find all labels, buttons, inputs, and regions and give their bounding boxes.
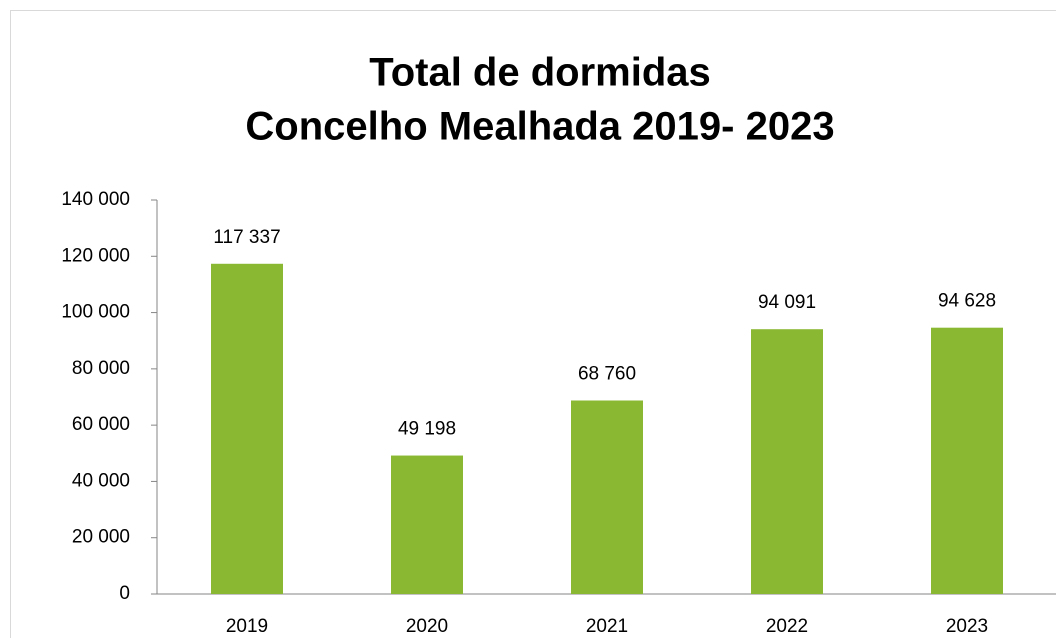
x-tick-label: 2022 [766,616,808,637]
x-tick-label: 2020 [406,616,448,637]
bar [571,400,643,594]
data-label: 49 198 [398,419,456,440]
x-tick-label: 2023 [946,616,988,637]
bar [391,455,463,594]
y-tick-label: 120 000 [61,245,130,266]
y-tick-label: 0 [119,583,130,604]
y-tick-label: 100 000 [61,302,130,323]
y-tick-label: 140 000 [61,189,130,210]
bar [211,263,283,594]
x-tick-label: 2021 [586,616,628,637]
data-label: 68 760 [578,364,636,385]
data-label: 94 091 [758,292,816,313]
chart-border [10,10,1056,638]
y-tick-label: 60 000 [72,414,130,435]
chart-title: Total de dormidas [369,51,711,95]
x-tick-label: 2019 [226,616,268,637]
y-tick-label: 80 000 [72,358,130,379]
y-tick-label: 20 000 [72,527,130,548]
data-label: 94 628 [938,291,996,312]
y-tick-label: 40 000 [72,470,130,491]
chart-title: Concelho Mealhada 2019- 2023 [245,105,834,149]
data-label: 117 337 [213,227,280,248]
bar [931,327,1003,594]
bar [751,329,823,594]
